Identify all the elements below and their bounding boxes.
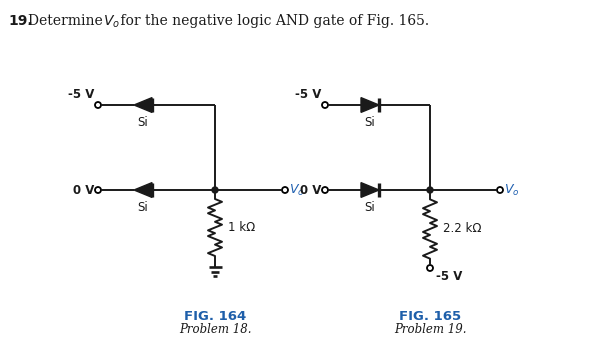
Circle shape: [427, 265, 433, 271]
Circle shape: [282, 187, 288, 193]
Text: 0 V: 0 V: [299, 184, 321, 196]
Text: Determine: Determine: [28, 14, 107, 28]
Text: for the negative logic AND gate of Fig. 165.: for the negative logic AND gate of Fig. …: [116, 14, 429, 28]
Text: -5 V: -5 V: [68, 88, 94, 101]
Circle shape: [497, 187, 503, 193]
Text: 0 V: 0 V: [72, 184, 94, 196]
Text: $V_o$: $V_o$: [504, 183, 520, 198]
Polygon shape: [134, 183, 152, 198]
Circle shape: [95, 102, 101, 108]
Text: 1 kΩ: 1 kΩ: [228, 221, 255, 234]
Text: $V_o$: $V_o$: [289, 183, 305, 198]
Polygon shape: [134, 98, 152, 112]
Text: Problem 18.: Problem 18.: [179, 323, 251, 336]
Polygon shape: [361, 98, 379, 112]
Text: Problem 19.: Problem 19.: [394, 323, 466, 336]
Text: FIG. 164: FIG. 164: [184, 310, 246, 323]
Text: FIG. 165: FIG. 165: [399, 310, 461, 323]
Polygon shape: [361, 183, 379, 198]
Text: $V_o$: $V_o$: [103, 14, 120, 30]
Text: -5 V: -5 V: [436, 270, 462, 283]
Text: Si: Si: [365, 116, 375, 129]
Circle shape: [95, 187, 101, 193]
Circle shape: [322, 102, 328, 108]
Text: 2.2 kΩ: 2.2 kΩ: [443, 223, 482, 236]
Circle shape: [322, 187, 328, 193]
Circle shape: [212, 187, 218, 193]
Circle shape: [427, 187, 433, 193]
Text: Si: Si: [138, 201, 148, 214]
Text: Si: Si: [138, 116, 148, 129]
Text: -5 V: -5 V: [295, 88, 321, 101]
Text: Si: Si: [365, 201, 375, 214]
Text: 19.: 19.: [8, 14, 33, 28]
